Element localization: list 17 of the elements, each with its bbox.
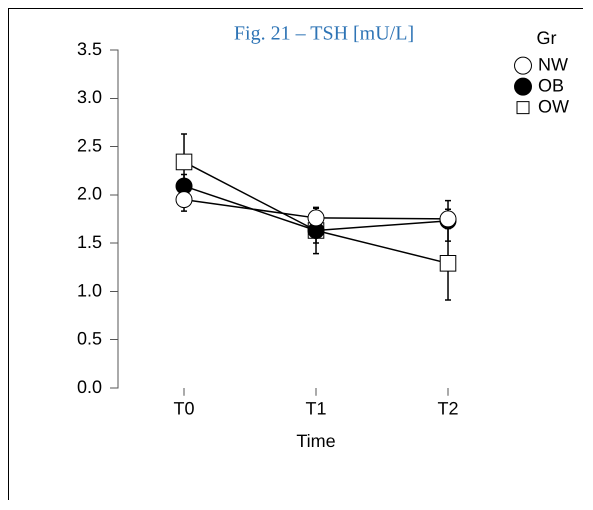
chart-title: Fig. 21 – TSH [mU/L]	[234, 22, 414, 44]
legend-label: OB	[538, 76, 564, 96]
y-tick-label: 3.0	[76, 87, 102, 108]
x-tick-label: T1	[306, 398, 327, 419]
y-tick-label: 3.5	[76, 38, 102, 59]
x-axis-title: Time	[296, 431, 336, 452]
legend-label: NW	[538, 54, 568, 75]
x-tick-label: T2	[438, 398, 459, 419]
x-tick-label: T0	[174, 398, 195, 419]
y-tick-label: 0.5	[76, 328, 102, 349]
y-tick-label: 2.0	[76, 184, 102, 204]
y-tick-label: 1.0	[76, 280, 102, 300]
legend-label: OW	[538, 96, 570, 117]
y-tick-label: 1.5	[76, 232, 102, 252]
y-tick-label: 2.5	[76, 135, 102, 156]
legend-title: Gr	[536, 28, 557, 48]
y-tick-label: 0.0	[76, 376, 102, 397]
